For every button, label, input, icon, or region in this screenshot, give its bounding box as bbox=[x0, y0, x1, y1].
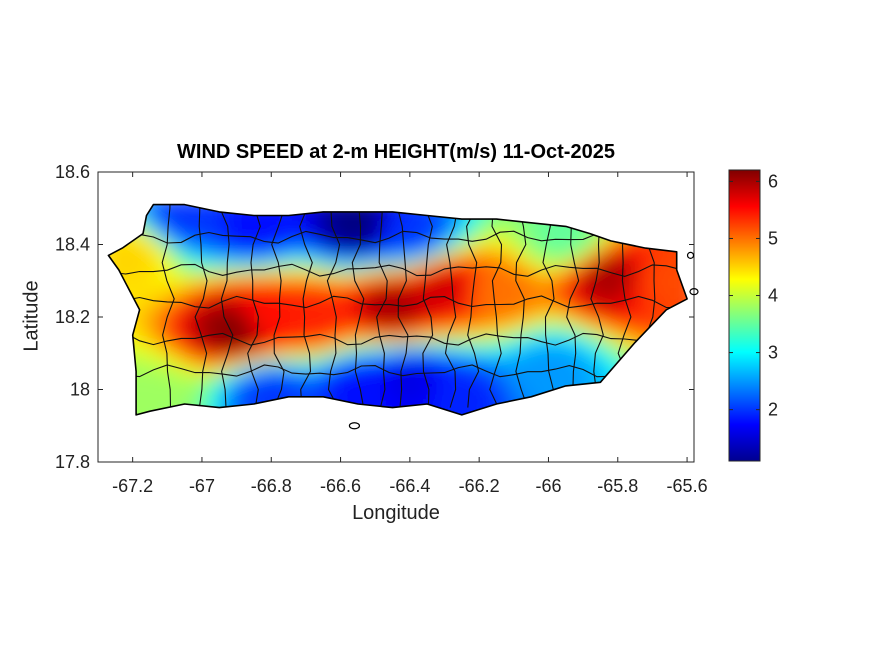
colorbar-tick-label: 5 bbox=[768, 228, 778, 248]
x-tick-label: -67.2 bbox=[112, 476, 153, 496]
colorbar-tick-label: 4 bbox=[768, 286, 778, 306]
x-tick-label: -66.6 bbox=[320, 476, 361, 496]
x-tick-label: -66 bbox=[535, 476, 561, 496]
coastline bbox=[107, 203, 688, 416]
y-axis-ticks: 17.8 18 18.2 18.4 18.6 bbox=[55, 162, 694, 472]
colorbar-ticks: 2 3 4 5 6 bbox=[729, 171, 778, 420]
x-tick-label: -65.8 bbox=[597, 476, 638, 496]
colorbar-tick-label: 2 bbox=[768, 400, 778, 420]
y-tick-label: 18.6 bbox=[55, 162, 90, 182]
colorbar-tick-label: 3 bbox=[768, 343, 778, 363]
colorbar bbox=[728, 169, 761, 462]
municipality-boundaries bbox=[108, 204, 688, 408]
offshore-islets bbox=[348, 251, 699, 430]
x-tick-label: -67 bbox=[189, 476, 215, 496]
y-tick-label: 17.8 bbox=[55, 452, 90, 472]
x-axis-ticks: -67.2 -67 -66.8 -66.6 -66.4 -66.2 -66 -65.8 -65.… bbox=[112, 172, 708, 496]
x-tick-label: -66.4 bbox=[389, 476, 430, 496]
y-axis-label: Latitude bbox=[20, 280, 43, 352]
y-tick-label: 18 bbox=[70, 380, 90, 400]
y-tick-label: 18.2 bbox=[55, 307, 90, 327]
x-tick-label: -65.6 bbox=[667, 476, 708, 496]
x-tick-label: -66.2 bbox=[459, 476, 500, 496]
colorbar-tick-label: 6 bbox=[768, 171, 778, 191]
x-axis-label: Longitude bbox=[352, 502, 440, 524]
y-tick-label: 18.4 bbox=[55, 235, 90, 255]
chart-title: WIND SPEED at 2-m HEIGHT(m/s) 11-Oct-202… bbox=[177, 141, 615, 163]
x-tick-label: -66.8 bbox=[251, 476, 292, 496]
